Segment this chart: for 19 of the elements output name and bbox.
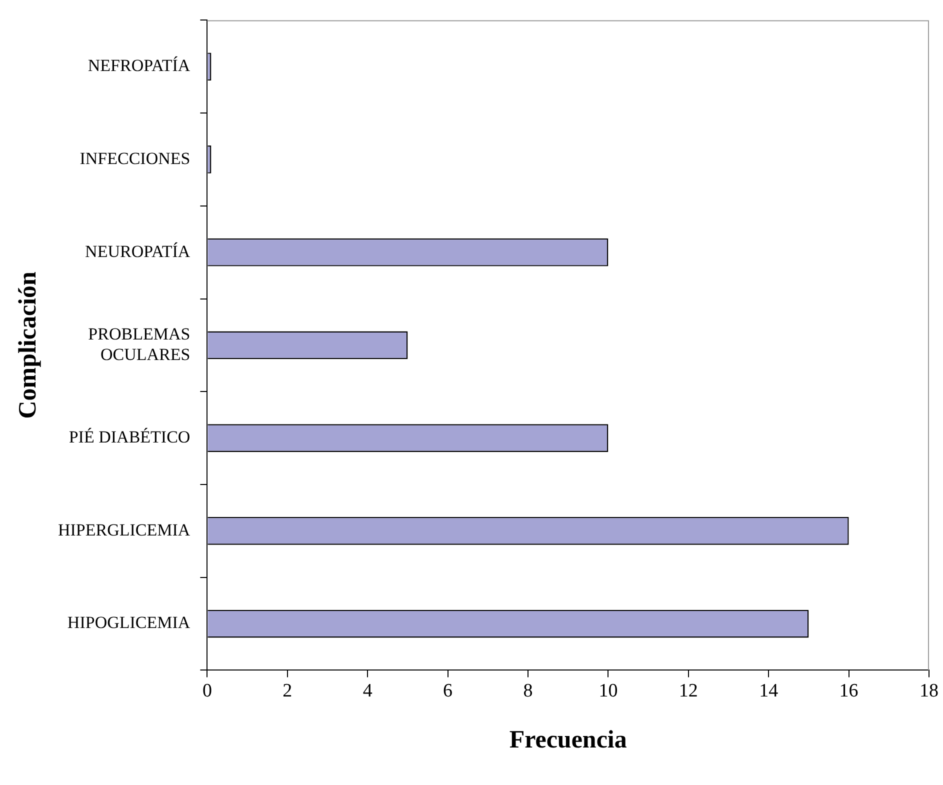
x-tick-label: 10: [598, 680, 618, 702]
y-tick-label: PIÉ DIABÉTICO: [68, 428, 190, 447]
x-tick-label: 12: [678, 680, 698, 702]
y-tick-label: NEUROPATÍA: [85, 242, 191, 261]
x-tick-label: 6: [443, 680, 453, 702]
x-tick-label: 16: [839, 680, 858, 702]
x-tick-label: 4: [362, 680, 373, 702]
y-axis-title: Complicación: [14, 271, 42, 419]
y-tick-label: INFECCIONES: [80, 148, 190, 168]
y-tick-label: HIPOGLICEMIA: [67, 613, 191, 632]
x-tick-label: 18: [920, 680, 938, 702]
x-tick-label: 2: [282, 680, 292, 702]
x-tick-label: 8: [523, 680, 533, 702]
x-axis-title: Frecuencia: [509, 726, 628, 754]
x-tick-label: 14: [759, 680, 779, 702]
y-tick-label: PROBLEMAS OCULARES: [88, 324, 190, 364]
y-tick-label: HIPERGLICEMIA: [58, 520, 191, 540]
y-tick-label: NEFROPATÍA: [88, 56, 191, 76]
x-tick-label: 0: [202, 680, 212, 702]
